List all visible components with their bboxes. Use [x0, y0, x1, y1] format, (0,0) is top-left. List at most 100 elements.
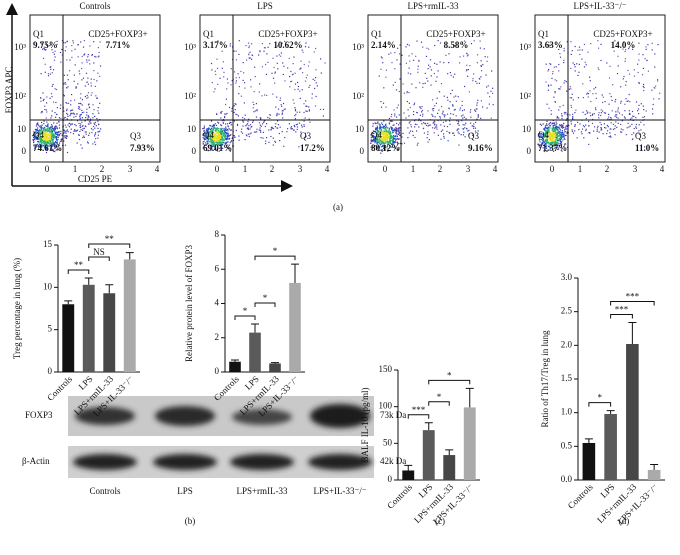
- dot: [385, 124, 386, 125]
- blot-size-label: 42k Da: [380, 456, 406, 466]
- dot: [56, 137, 57, 138]
- dot: [426, 125, 427, 126]
- dot: [613, 124, 614, 125]
- dot: [84, 54, 85, 55]
- dot: [396, 89, 397, 90]
- dot: [438, 40, 439, 41]
- dot: [562, 139, 563, 140]
- dot: [42, 111, 43, 112]
- dot: [88, 104, 89, 105]
- dot: [299, 91, 300, 92]
- dot: [49, 131, 50, 132]
- dot: [638, 108, 639, 109]
- dot: [620, 103, 621, 104]
- dot: [604, 123, 605, 124]
- dot: [582, 49, 583, 50]
- lane-label: LPS: [177, 486, 193, 496]
- dot: [281, 106, 282, 107]
- dot: [464, 127, 465, 128]
- dot: [42, 140, 43, 141]
- dot: [481, 100, 482, 101]
- dot: [396, 123, 397, 124]
- bar: [124, 259, 136, 372]
- dot: [435, 116, 436, 117]
- dot: [266, 95, 267, 96]
- dot: [81, 122, 82, 123]
- dot: [236, 59, 237, 60]
- significance-label: ***: [615, 305, 629, 315]
- dot: [254, 91, 255, 92]
- dot: [652, 108, 653, 109]
- dot: [459, 133, 460, 134]
- dot: [436, 126, 437, 127]
- dot: [217, 122, 218, 123]
- dot: [590, 101, 591, 102]
- dot: [381, 107, 382, 108]
- dot: [273, 128, 274, 129]
- dot: [87, 56, 88, 57]
- dot: [53, 139, 54, 140]
- dot: [415, 56, 416, 57]
- y-tick-label: 2.0: [561, 339, 573, 349]
- dot: [618, 65, 619, 66]
- dot: [89, 133, 90, 134]
- dot: [407, 44, 408, 45]
- dot: [420, 115, 421, 116]
- dot: [308, 106, 309, 107]
- dot: [256, 129, 257, 130]
- dot: [82, 130, 83, 131]
- dot: [239, 86, 240, 87]
- dot: [610, 117, 611, 118]
- dot: [396, 133, 397, 134]
- dot: [555, 140, 556, 141]
- dot: [81, 114, 82, 115]
- dot: [424, 132, 425, 133]
- dot: [240, 71, 241, 72]
- error-bar: [271, 363, 279, 364]
- dot: [228, 133, 229, 134]
- dot: [597, 129, 598, 130]
- dot: [315, 48, 316, 49]
- y-tick-label: 10²: [14, 91, 26, 101]
- dot: [563, 105, 564, 106]
- dot: [262, 138, 263, 139]
- dot: [445, 121, 446, 122]
- dot: [645, 58, 646, 59]
- bar: [83, 285, 95, 372]
- dot: [274, 83, 275, 84]
- dot: [557, 129, 558, 130]
- dot: [94, 142, 95, 143]
- dot: [576, 63, 577, 64]
- dot: [443, 136, 444, 137]
- dot: [261, 95, 262, 96]
- dot: [52, 135, 53, 136]
- dot: [461, 134, 462, 135]
- dot: [68, 131, 69, 132]
- dot: [625, 61, 626, 62]
- dot: [313, 79, 314, 80]
- dot: [231, 84, 232, 85]
- dot: [458, 145, 459, 146]
- dot: [86, 112, 87, 113]
- dot: [571, 123, 572, 124]
- dot: [392, 137, 393, 138]
- dot: [399, 91, 400, 92]
- dot: [597, 131, 598, 132]
- dot: [560, 137, 561, 138]
- dot: [218, 128, 219, 129]
- dot: [444, 138, 445, 139]
- dot: [269, 118, 270, 119]
- dot: [480, 76, 481, 77]
- dot: [440, 61, 441, 62]
- dot: [399, 78, 400, 79]
- dot: [65, 84, 66, 85]
- dot: [276, 97, 277, 98]
- dot: [85, 86, 86, 87]
- dot: [69, 59, 70, 60]
- dot: [76, 125, 77, 126]
- dot: [573, 133, 574, 134]
- dot: [595, 87, 596, 88]
- dot: [485, 74, 486, 75]
- dot: [553, 97, 554, 98]
- dot: [616, 117, 617, 118]
